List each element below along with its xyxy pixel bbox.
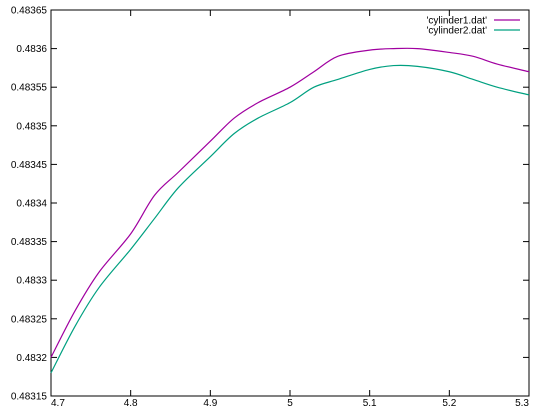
x-tick-label: 5.1 [363,398,377,407]
y-tick-label: 0.48355 [11,83,48,94]
y-tick-label: 0.48315 [11,392,48,403]
plot-frame [50,9,530,397]
y-tick-label: 0.4835 [16,121,47,132]
plot-lines [50,47,530,374]
y-tick-label: 0.4834 [16,199,47,210]
y-tick-label: 0.4836 [16,44,47,55]
x-tick-label: 4.9 [203,398,217,407]
x-tick-label: 5 [287,398,293,407]
y-tick-label: 0.48345 [11,160,48,171]
x-tick-label: 4.8 [124,398,138,407]
x-tick-label: 4.7 [51,398,65,407]
legend-label-2: 'cylinder2.dat' [426,26,487,37]
y-tick-label: 0.48335 [11,237,48,248]
axes: 0.48315 0.4832 0.48325 0.4833 0.48335 0.4834 0… [11,6,530,407]
legend: 'cylinder1.dat''cylinder2.dat' [426,16,520,37]
legend-label-1: 'cylinder1.dat' [426,16,487,27]
x-tick-label: 5.3 [515,398,529,407]
series-line-1 [50,47,530,358]
y-tick-label: 0.4833 [16,276,47,287]
y-tick-label: 0.48325 [11,314,48,325]
y-tick-label: 0.48365 [11,6,48,17]
y-tick-label: 0.4832 [16,353,47,364]
series-line-2 [50,64,530,374]
x-tick-label: 5.2 [442,398,456,407]
